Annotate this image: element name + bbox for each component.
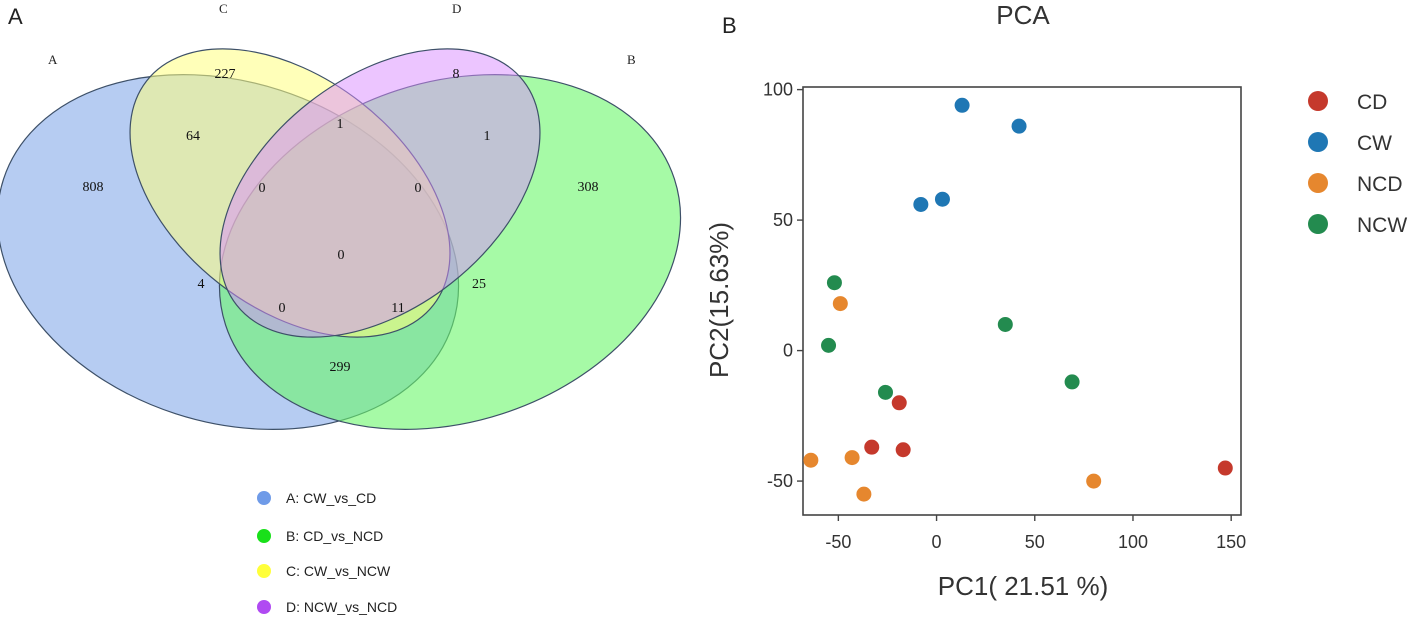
point-cw [934, 191, 950, 207]
venn-set-d-ellipse [219, 48, 541, 338]
y-tick-label: -50 [767, 471, 793, 491]
point-ncw [826, 275, 842, 291]
legend-label-cd: CD [1357, 91, 1387, 114]
venn-set-label-a: A [48, 52, 58, 67]
venn-region-cd: 1 [337, 117, 344, 132]
legend-swatch-c [257, 564, 271, 578]
legend-label-d: D: NCW_vs_NCD [286, 599, 397, 615]
point-cw [913, 196, 929, 212]
venn-region-acd: 0 [259, 181, 266, 196]
panel-label-b: B [722, 13, 737, 38]
legend-swatch-ncd [1308, 173, 1328, 193]
point-cd [895, 442, 911, 458]
legend-label-b: B: CD_vs_NCD [286, 528, 383, 544]
x-tick-label: 50 [1025, 532, 1045, 552]
venn-region-d: 8 [453, 67, 460, 82]
venn-legend: A: CW_vs_CD B: CD_vs_NCD C: CW_vs_NCW D:… [257, 490, 397, 615]
y-tick-label: 0 [783, 341, 793, 361]
pca-scatter-plot: B PCA -50 0 50 100 150 -50 0 50 100 PC1( 21.51 … [704, 0, 1407, 601]
y-axis-label: PC2(15.63%) [704, 222, 734, 378]
venn-region-a: 808 [83, 180, 104, 195]
legend-swatch-cd [1308, 91, 1328, 111]
legend-swatch-a [257, 491, 271, 505]
point-cw [1011, 118, 1027, 134]
data-points [803, 97, 1233, 502]
point-ncw [997, 316, 1013, 332]
venn-region-abcd: 0 [338, 248, 345, 263]
y-axis: -50 0 50 100 [763, 80, 803, 491]
venn-set-label-d: D [452, 1, 461, 16]
point-ncw [877, 384, 893, 400]
point-ncw [1064, 374, 1080, 390]
venn-region-ab: 299 [330, 360, 351, 375]
point-cd [864, 439, 880, 455]
point-cd [891, 395, 907, 411]
x-axis-label: PC1( 21.51 %) [938, 571, 1109, 601]
legend-label-a: A: CW_vs_CD [286, 490, 376, 506]
point-ncd [856, 486, 872, 502]
x-tick-label: -50 [825, 532, 851, 552]
x-axis: -50 0 50 100 150 [825, 515, 1246, 552]
venn-region-ad: 4 [198, 277, 205, 292]
venn-region-ac: 64 [186, 129, 200, 144]
legend-label-ncw: NCW [1357, 214, 1407, 237]
point-cw [954, 97, 970, 113]
legend-label-ncd: NCD [1357, 173, 1403, 196]
plot-area [802, 86, 1242, 516]
point-ncw [821, 337, 837, 353]
point-ncd [844, 450, 860, 466]
venn-set-label-b: B [627, 52, 636, 67]
x-tick-label: 100 [1118, 532, 1148, 552]
point-ncd [803, 452, 819, 468]
y-tick-label: 100 [763, 80, 793, 100]
venn-set-label-c: C [219, 1, 228, 16]
point-ncd [832, 296, 848, 312]
point-ncd [1086, 473, 1102, 489]
venn-diagram: A A B C D 808 308 227 8 64 1 1 0 0 0 4 2… [0, 1, 682, 615]
x-tick-label: 0 [932, 532, 942, 552]
y-tick-label: 50 [773, 210, 793, 230]
venn-region-bcd: 0 [415, 181, 422, 196]
legend-swatch-cw [1308, 132, 1328, 152]
venn-region-bc: 25 [472, 277, 486, 292]
legend-swatch-ncw [1308, 214, 1328, 234]
venn-region-abd: 0 [279, 301, 286, 316]
x-tick-label: 150 [1216, 532, 1246, 552]
legend-swatch-d [257, 600, 271, 614]
venn-region-abc: 11 [391, 301, 404, 316]
venn-region-c: 227 [215, 67, 236, 82]
legend-swatch-b [257, 529, 271, 543]
pca-legend: CD CW NCD NCW [1308, 91, 1407, 237]
venn-region-bd: 1 [484, 129, 491, 144]
panel-label-a: A [8, 4, 23, 29]
legend-label-cw: CW [1357, 132, 1392, 155]
venn-region-b: 308 [578, 180, 599, 195]
pca-title: PCA [996, 0, 1050, 30]
legend-label-c: C: CW_vs_NCW [286, 563, 391, 579]
point-cd [1217, 460, 1233, 476]
